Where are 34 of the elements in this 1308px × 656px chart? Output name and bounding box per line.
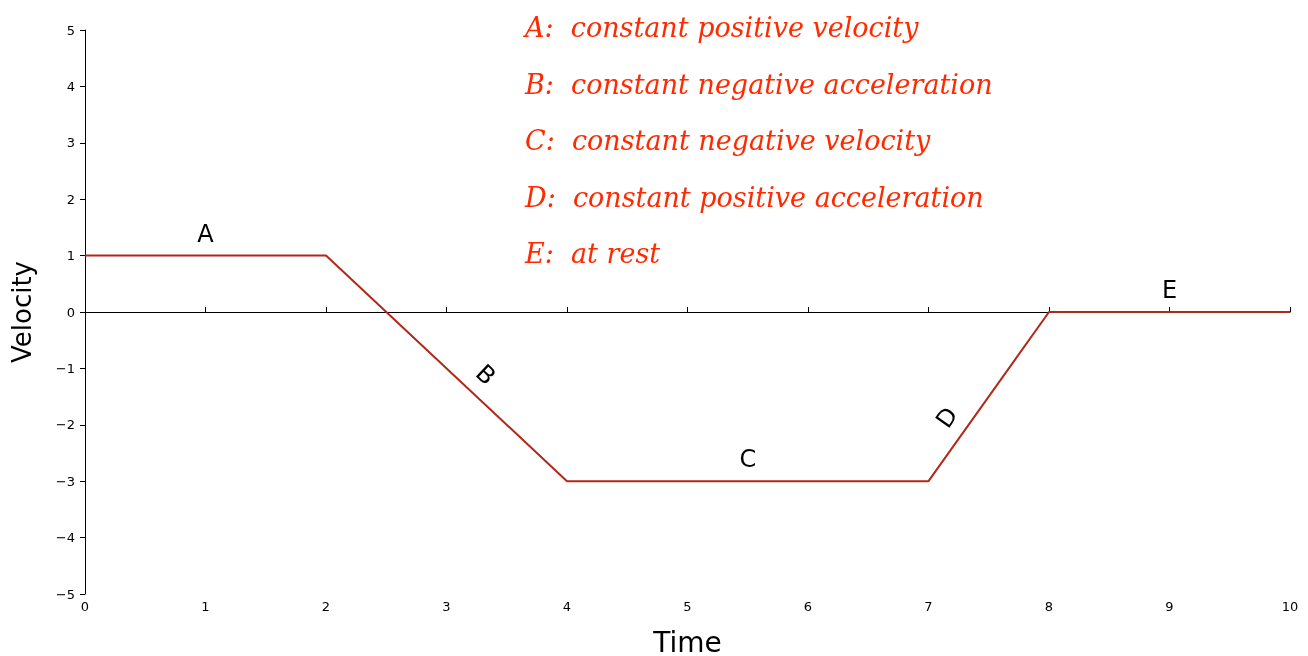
annotation: A [197, 219, 215, 248]
y-tick-label: 1 [66, 248, 75, 264]
annotation: E [1161, 276, 1178, 304]
y-tick-label: 2 [66, 191, 75, 207]
x-tick-label: 10 [1281, 599, 1299, 614]
annotation: A: constant positive velocity [522, 12, 920, 43]
x-tick-label: 0 [80, 599, 90, 614]
y-tick-label: −5 [55, 586, 75, 602]
x-tick-label: 1 [201, 599, 210, 614]
x-tick-label: 8 [1044, 599, 1054, 614]
annotation: C: constant negative velocity [525, 125, 932, 156]
x-axis-title: Time [652, 625, 722, 656]
y-tick-label: 5 [66, 22, 75, 38]
x-tick-label: 7 [924, 599, 933, 614]
annotation: B: constant negative acceleration [524, 68, 993, 100]
y-tick-label: −3 [55, 473, 75, 489]
x-tick-label: 9 [1165, 599, 1174, 614]
annotation: B [470, 359, 502, 391]
annotation: D [929, 402, 964, 434]
x-tick-label: 3 [442, 599, 451, 614]
annotation: E: at rest [524, 238, 661, 269]
x-tick-label: 4 [562, 599, 572, 614]
y-tick-label: −2 [55, 417, 75, 433]
y-tick-label: 0 [66, 304, 75, 320]
x-tick-label: 2 [321, 599, 331, 614]
x-tick-label: 5 [683, 599, 692, 614]
y-tick-label: −1 [55, 360, 75, 376]
annotation: C [739, 445, 757, 474]
x-tick-label: 6 [803, 599, 813, 614]
y-axis-title: Velocity [7, 261, 37, 363]
y-tick-label: 4 [66, 78, 75, 94]
annotation: D: constant positive acceleration [524, 181, 984, 213]
y-tick-label: −4 [55, 530, 75, 546]
y-tick-label: 3 [66, 135, 75, 151]
